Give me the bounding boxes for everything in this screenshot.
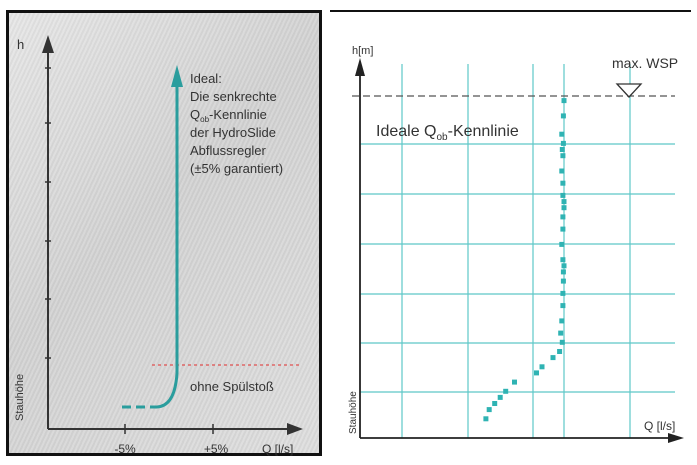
y-axis-label: h [17,37,24,52]
data-point [550,355,556,361]
ideal-vertical-curve [156,85,179,409]
x-tick-label-minus5: -5% [114,442,136,456]
data-point [560,257,566,263]
right-chart: max. WSP h[m] Stauhöhe Q [l/s] Ideale Qo… [348,45,684,443]
annotation-line-5: Abflussregler [190,143,267,158]
annotation-line-1: Ideal: [190,71,222,86]
curve-arrowhead [171,65,183,87]
data-point [561,263,567,269]
annotation-line-6: (±5% garantiert) [190,161,283,176]
grid [360,64,675,438]
data-point [486,407,492,413]
data-point [561,199,567,205]
data-point [560,180,566,186]
x-axis-arrow [287,423,303,435]
data-point [559,241,565,247]
left-chart-panel: h Stauhöhe -5% +5% Q [l/s] ohne Spülstoß… [6,10,322,456]
data-point [557,349,563,354]
data-point [561,98,567,104]
y-ticks [45,67,51,359]
data-point [560,192,566,198]
measured-points [483,98,567,422]
data-point [560,269,566,275]
data-point [539,364,545,370]
data-point [559,168,565,174]
threshold-label: ohne Spülstoß [190,379,274,394]
data-point [559,147,565,152]
data-point [483,416,489,422]
annotation-line-2: Die senkrechte [190,89,277,104]
annotation-line-4: der HydroSlide [190,125,276,140]
data-point [497,394,503,400]
x-axis-arrow [668,433,684,443]
y-axis-label: h[m] [352,45,373,57]
max-level-label: max. WSP [612,55,678,71]
data-point [534,370,539,376]
y-axis-lower-label: Stauhöhe [14,374,26,421]
data-point [560,303,566,309]
x-tick-label-plus5: +5% [204,442,229,456]
right-chart-panel: max. WSP h[m] Stauhöhe Q [l/s] Ideale Qo… [330,10,691,456]
annotation-line-3: Qob-Kennlinie [190,107,267,124]
data-point [560,214,566,220]
data-point [559,339,565,345]
data-point [559,131,565,137]
data-point [560,278,566,284]
y-axis-arrow [355,58,365,76]
left-chart: h Stauhöhe -5% +5% Q [l/s] ohne Spülstoß… [14,35,303,456]
water-level-triangle-icon [615,83,643,98]
y-axis-arrow [42,35,54,53]
y-axis-lower-label: Stauhöhe [348,391,359,434]
data-point [560,153,566,159]
data-point [492,401,498,406]
data-point [561,205,567,211]
data-point [558,330,564,336]
x-axis-label: Q [l/s] [262,442,293,456]
data-point [503,388,509,394]
curve-label: Ideale Qob-Kennlinie [376,123,519,143]
data-point [560,113,566,119]
data-point [512,379,517,385]
data-point [560,140,566,146]
data-point [560,290,566,296]
data-point [560,226,566,232]
data-point [559,318,565,324]
x-axis-label: Q [l/s] [644,419,675,433]
